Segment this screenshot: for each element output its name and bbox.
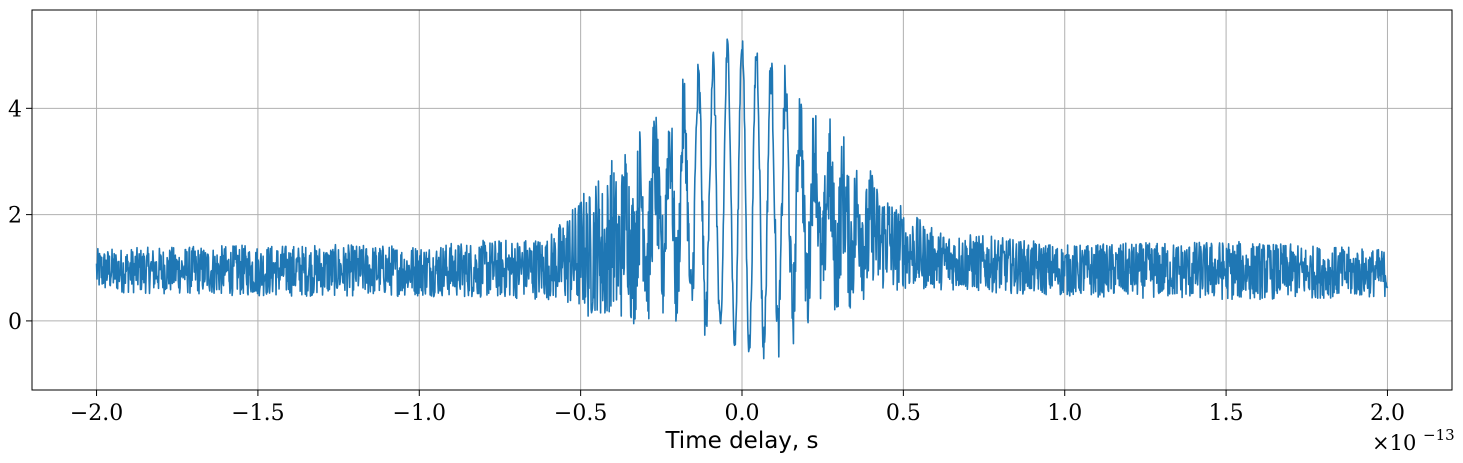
- x-scale-offset-prefix: ×10: [1372, 431, 1416, 455]
- x-tick-label: 1.0: [1047, 401, 1082, 426]
- x-tick-label: 0.5: [886, 401, 921, 426]
- x-tick-label: 1.5: [1209, 401, 1244, 426]
- grid: [32, 10, 1452, 390]
- x-scale-offset-exponent: −13: [1423, 426, 1455, 444]
- x-tick-label: 0.0: [725, 401, 760, 426]
- x-scale-offset-label: ×10 −13: [1372, 426, 1455, 455]
- y-tick-label: 4: [8, 97, 22, 122]
- series-line: [95, 38, 1389, 360]
- y-tick-label: 2: [8, 204, 22, 229]
- x-axis-label: Time delay, s: [664, 428, 818, 454]
- x-tick-label: −1.0: [393, 401, 446, 426]
- x-tick-label: 2.0: [1370, 401, 1405, 426]
- series-line-group: [95, 38, 1389, 360]
- x-tick-label: −1.5: [231, 401, 284, 426]
- x-tick-label: −2.0: [70, 401, 123, 426]
- tick-group: −2.0 −1.5 −1.0 −0.5 0.0 0.5 1.0 1.5 2.0 0 2 4: [8, 97, 1405, 426]
- y-tick-label: 0: [8, 310, 22, 335]
- x-tick-label: −0.5: [554, 401, 607, 426]
